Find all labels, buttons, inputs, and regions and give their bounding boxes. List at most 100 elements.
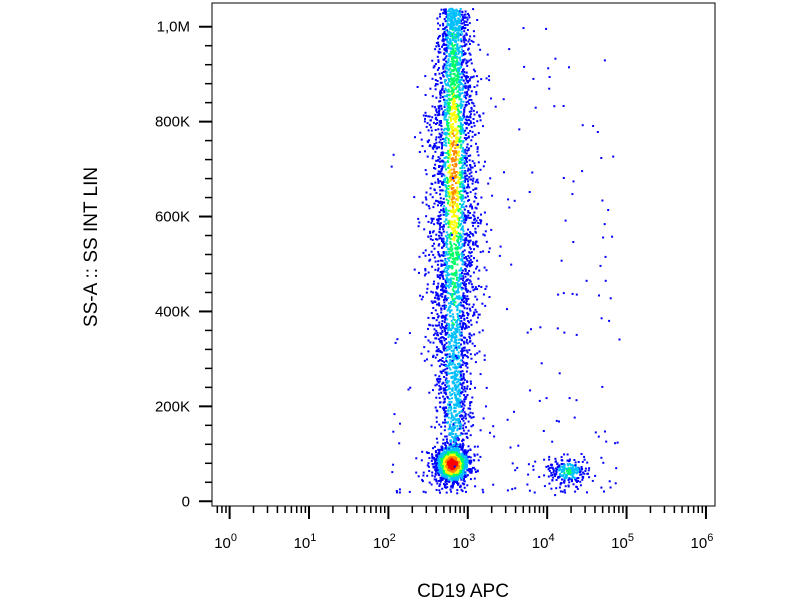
event-dot — [453, 230, 455, 233]
event-dot — [490, 228, 493, 231]
event-dot — [444, 87, 447, 90]
event-dot — [433, 462, 436, 465]
event-dot — [459, 125, 462, 128]
event-dot — [453, 221, 456, 224]
event-dot — [451, 78, 454, 80]
event-dot — [461, 444, 464, 447]
event-dot — [555, 471, 558, 474]
event-dot — [455, 232, 458, 235]
event-dot — [436, 111, 439, 114]
event-dot — [437, 267, 440, 270]
event-dot — [447, 265, 450, 267]
event-dot — [468, 159, 471, 162]
event-dot — [462, 184, 465, 187]
event-dot — [449, 43, 452, 46]
event-dot — [447, 346, 450, 349]
event-dot — [454, 193, 457, 196]
event-dot — [437, 28, 440, 30]
event-dot — [563, 471, 566, 474]
event-dot — [437, 260, 440, 263]
event-dot — [466, 80, 469, 82]
event-dot — [466, 458, 469, 461]
event-dot — [563, 453, 566, 456]
event-dot — [441, 201, 443, 204]
event-dot — [449, 222, 452, 225]
event-dot — [448, 155, 451, 158]
event-dot — [450, 456, 453, 459]
event-dot — [442, 278, 445, 280]
event-dot — [444, 287, 447, 290]
event-dot — [459, 359, 462, 362]
event-dot — [462, 294, 465, 297]
event-dot — [462, 186, 465, 189]
event-dot — [458, 88, 461, 91]
event-dot — [445, 471, 448, 474]
event-dot — [460, 252, 463, 255]
event-dot — [562, 292, 565, 295]
event-dot — [456, 327, 459, 329]
event-dot — [390, 165, 393, 168]
event-dot — [468, 303, 471, 306]
event-dot — [436, 275, 439, 278]
event-dot — [463, 453, 466, 456]
event-dot — [567, 464, 570, 467]
event-dot — [456, 10, 459, 13]
event-dot — [460, 205, 463, 208]
event-dot — [467, 429, 470, 432]
event-dot — [470, 323, 473, 326]
event-dot — [450, 126, 453, 129]
event-dot — [545, 465, 548, 468]
event-dot — [454, 421, 457, 424]
event-dot — [581, 460, 584, 463]
event-dot — [440, 327, 443, 330]
event-dot — [461, 287, 464, 290]
event-dot — [456, 105, 459, 108]
event-dot — [449, 285, 452, 288]
event-dot — [428, 481, 431, 484]
event-dot — [441, 96, 444, 98]
event-dot — [463, 176, 465, 179]
event-dot — [452, 326, 455, 329]
event-dot — [446, 202, 449, 205]
event-dot — [457, 470, 460, 473]
event-dot — [437, 360, 440, 362]
event-dot — [446, 118, 449, 121]
event-dot — [444, 442, 447, 444]
event-dot — [493, 435, 496, 438]
event-dot — [465, 301, 467, 304]
event-dot — [472, 118, 475, 120]
event-dot — [453, 165, 456, 168]
event-dot — [439, 471, 442, 474]
event-dot — [449, 54, 452, 57]
event-dot — [462, 156, 464, 159]
event-dot — [579, 484, 582, 487]
event-dot — [446, 269, 449, 272]
event-dot — [484, 160, 486, 163]
event-dot — [460, 222, 463, 225]
event-dot — [438, 48, 441, 51]
event-dot — [443, 115, 446, 118]
event-dot — [468, 22, 471, 25]
event-dot — [441, 240, 443, 243]
event-dot — [456, 32, 459, 35]
event-dot — [446, 331, 449, 334]
event-dot — [453, 323, 456, 326]
event-dot — [562, 468, 565, 471]
event-dot — [435, 294, 438, 297]
event-dot — [438, 450, 441, 452]
event-dot — [453, 242, 456, 245]
event-dot — [435, 136, 438, 139]
event-dot — [463, 314, 466, 317]
event-dot — [445, 333, 448, 336]
event-dot — [461, 15, 464, 18]
event-dot — [452, 208, 455, 211]
event-dot — [446, 93, 449, 96]
event-dot — [461, 414, 464, 417]
event-dot — [473, 454, 476, 457]
event-dot — [463, 486, 466, 489]
event-dot — [452, 277, 455, 280]
event-dot — [461, 326, 463, 329]
event-dot — [445, 377, 448, 380]
event-dot — [463, 30, 466, 33]
event-dot — [433, 143, 436, 145]
